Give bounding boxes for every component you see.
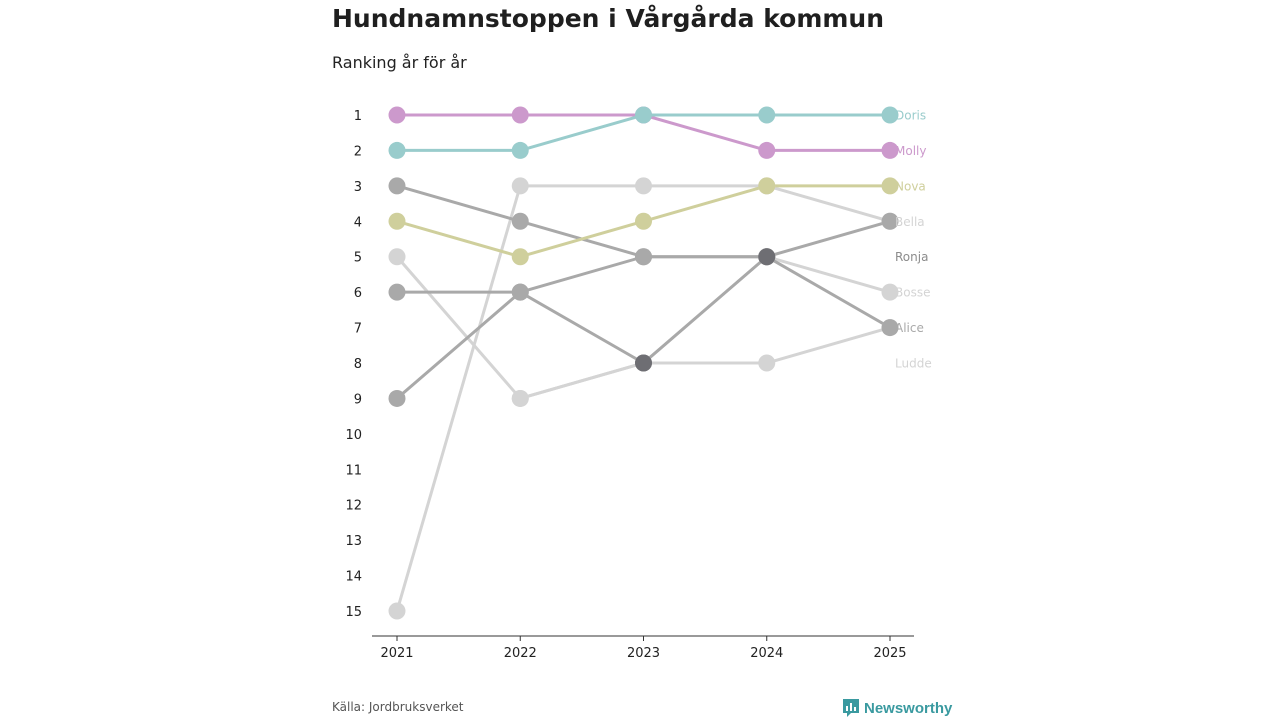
data-point-nova xyxy=(388,212,406,230)
chart-title: Hundnamnstoppen i Vårgårda kommun xyxy=(332,4,885,33)
data-point-alice xyxy=(388,389,406,407)
series-line-ludde xyxy=(518,326,892,400)
chart-subtitle: Ranking år för år xyxy=(332,53,467,72)
data-point-ronja xyxy=(881,212,899,230)
data-point-bella xyxy=(388,602,406,620)
data-point-doris xyxy=(758,106,776,124)
y-tick-label: 9 xyxy=(354,392,362,407)
data-point-nova xyxy=(635,212,652,230)
end-label-ludde: Ludde xyxy=(895,357,932,371)
data-point-bosse xyxy=(388,248,406,266)
end-label-doris: Doris xyxy=(895,109,926,123)
data-point-ronja-2022-2024- xyxy=(511,283,529,301)
y-tick-label: 2 xyxy=(354,144,362,159)
end-label-bella: Bella xyxy=(895,215,925,229)
end-label-bosse: Bosse xyxy=(895,286,930,300)
x-axis-ticks: 2021 2022 2023 2024 2025 xyxy=(380,636,907,661)
data-point-molly xyxy=(758,141,776,159)
data-point-bosse xyxy=(881,283,899,301)
x-tick-label: 2021 xyxy=(380,646,413,661)
y-tick-label: 8 xyxy=(354,357,362,372)
y-tick-label: 15 xyxy=(345,605,362,620)
data-point-doris xyxy=(511,141,529,159)
series-line-ronja-2022-2024- xyxy=(395,255,769,365)
y-tick-label: 7 xyxy=(354,322,362,337)
x-tick-label: 2022 xyxy=(504,646,537,661)
y-tick-label: 12 xyxy=(345,499,362,514)
y-tick-label: 4 xyxy=(354,215,362,230)
brand-name: Newsworthy xyxy=(864,699,953,717)
y-tick-label: 10 xyxy=(345,428,362,443)
data-point-ronja xyxy=(635,248,652,266)
newsworthy-logo-icon xyxy=(843,699,859,717)
data-point-doris xyxy=(388,141,406,159)
data-point-ronja xyxy=(388,177,406,195)
data-point-nova xyxy=(758,177,776,195)
end-label-molly: Molly xyxy=(895,144,926,158)
data-point-ronja xyxy=(511,212,529,230)
data-point-ludde xyxy=(758,354,776,372)
y-tick-label: 6 xyxy=(354,286,362,301)
y-tick-label: 1 xyxy=(354,109,362,124)
y-tick-label: 5 xyxy=(354,251,362,266)
data-point-nova xyxy=(881,177,899,195)
data-point-nova xyxy=(511,248,529,266)
data-point-doris xyxy=(635,106,652,124)
data-point-bosse xyxy=(511,389,529,407)
series-line-alice xyxy=(395,255,892,400)
data-point-bella xyxy=(635,177,652,195)
y-tick-label: 13 xyxy=(345,534,362,549)
y-tick-label: 11 xyxy=(345,463,362,478)
data-point-molly xyxy=(511,106,529,124)
end-label-nova: Nova xyxy=(895,179,926,193)
brand-logo: Newsworthy xyxy=(842,698,952,718)
highlight-point xyxy=(758,248,776,266)
series-line-bosse xyxy=(395,255,892,400)
data-point-doris xyxy=(881,106,899,124)
end-label-ronja: Ronja xyxy=(895,250,928,264)
x-tick-label: 2024 xyxy=(750,646,783,661)
data-point-ronja-2022-2024- xyxy=(388,283,406,301)
y-tick-label: 14 xyxy=(345,570,362,585)
x-tick-label: 2023 xyxy=(627,646,660,661)
data-point-alice xyxy=(881,319,899,337)
series-points xyxy=(388,106,899,620)
end-label-alice: Alice xyxy=(895,321,924,335)
data-point-bella xyxy=(511,177,529,195)
highlight-point xyxy=(635,354,652,372)
x-tick-label: 2025 xyxy=(873,646,906,661)
y-tick-label: 3 xyxy=(354,180,362,195)
data-point-molly xyxy=(881,141,899,159)
data-point-molly xyxy=(388,106,406,124)
source-note: Källa: Jordbruksverket xyxy=(332,700,464,714)
end-labels: Doris Molly Nova Bella Ronja Bosse Alice Ludde xyxy=(895,109,932,371)
